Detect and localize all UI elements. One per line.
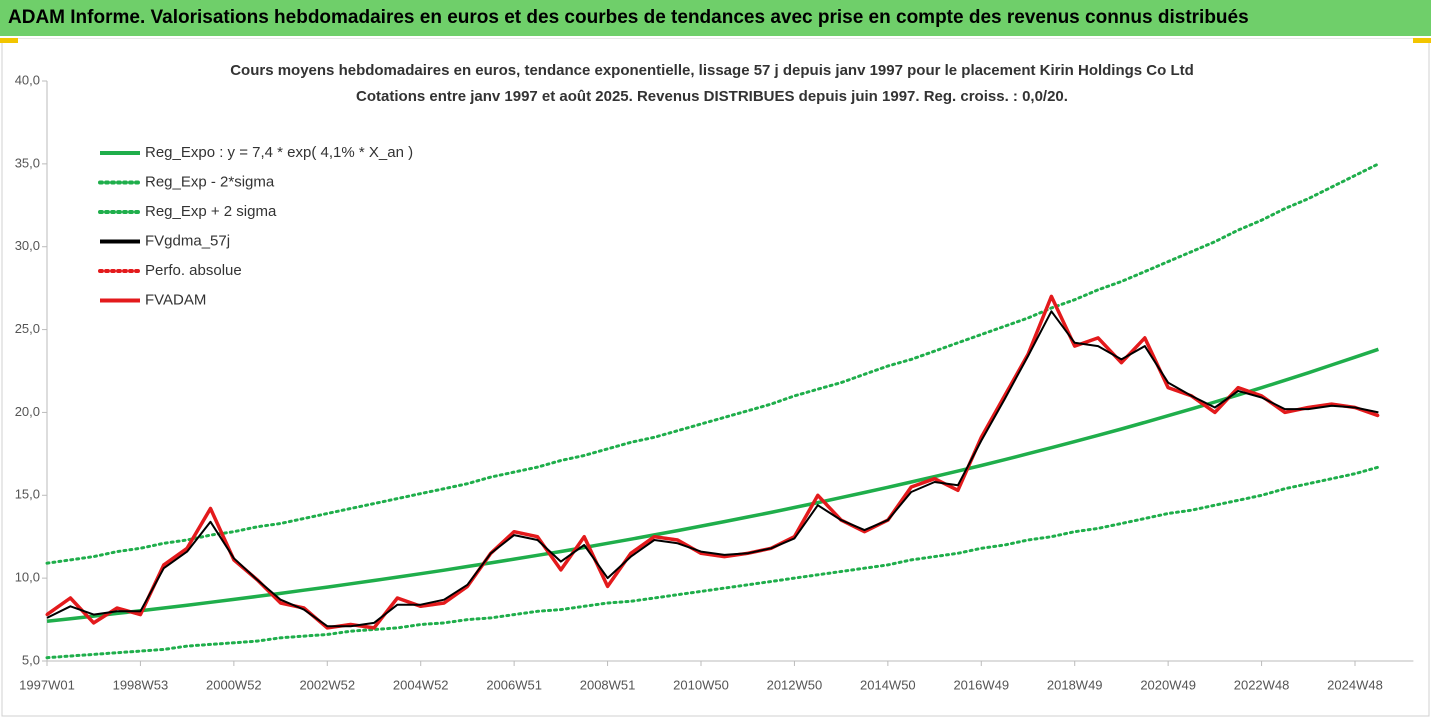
x-tick-label: 2018W49: [1047, 677, 1103, 692]
y-tick-label: 10,0: [15, 570, 40, 585]
y-tick-label: 40,0: [15, 72, 40, 87]
legend-label: FVADAM: [145, 291, 206, 308]
chart-frame: [1, 38, 1430, 717]
x-tick-label: 1997W01: [19, 677, 75, 692]
chart: Cours moyens hebdomadaires en euros, ten…: [0, 38, 1431, 717]
y-tick-label: 30,0: [15, 238, 40, 253]
x-tick-label: 2010W50: [673, 677, 729, 692]
x-tick-label: 1998W53: [113, 677, 169, 692]
legend-label: FVgdma_57j: [145, 232, 230, 249]
corner-mark: [0, 38, 18, 43]
series-line: [45, 465, 1380, 660]
x-tick-label: 2000W52: [206, 677, 262, 692]
corner-mark: [1413, 38, 1431, 43]
x-tick-label: 2020W49: [1140, 677, 1196, 692]
x-tick-label: 2012W50: [767, 677, 823, 692]
chart-title: Cours moyens hebdomadaires en euros, ten…: [230, 62, 1194, 79]
y-tick-label: 5,0: [22, 652, 40, 667]
x-tick-label: 2014W50: [860, 677, 916, 692]
y-tick-label: 20,0: [15, 404, 40, 419]
legend-label: Perfo. absolue: [145, 262, 242, 279]
x-tick-label: 2008W51: [580, 677, 636, 692]
legend-label: Reg_Exp + 2 sigma: [145, 203, 277, 220]
y-tick-label: 35,0: [15, 155, 40, 170]
legend-label: Reg_Expo : y = 7,4 * exp( 4,1% * X_an ): [145, 144, 413, 161]
x-tick-label: 2002W52: [299, 677, 355, 692]
series-line: [45, 162, 1380, 565]
x-tick-label: 2016W49: [953, 677, 1009, 692]
header-title: ADAM Informe. Valorisations hebdomadaire…: [0, 0, 1431, 36]
y-tick-label: 25,0: [15, 321, 40, 336]
series-line: [46, 347, 1379, 623]
x-tick-label: 2024W48: [1327, 677, 1383, 692]
x-tick-label: 2006W51: [486, 677, 542, 692]
x-tick-label: 2022W48: [1234, 677, 1290, 692]
legend-label: Reg_Exp - 2*sigma: [145, 173, 275, 190]
x-tick-label: 2004W52: [393, 677, 449, 692]
chart-subtitle: Cotations entre janv 1997 et août 2025. …: [356, 88, 1068, 105]
series-line: [46, 310, 1379, 628]
y-tick-label: 15,0: [15, 487, 40, 502]
